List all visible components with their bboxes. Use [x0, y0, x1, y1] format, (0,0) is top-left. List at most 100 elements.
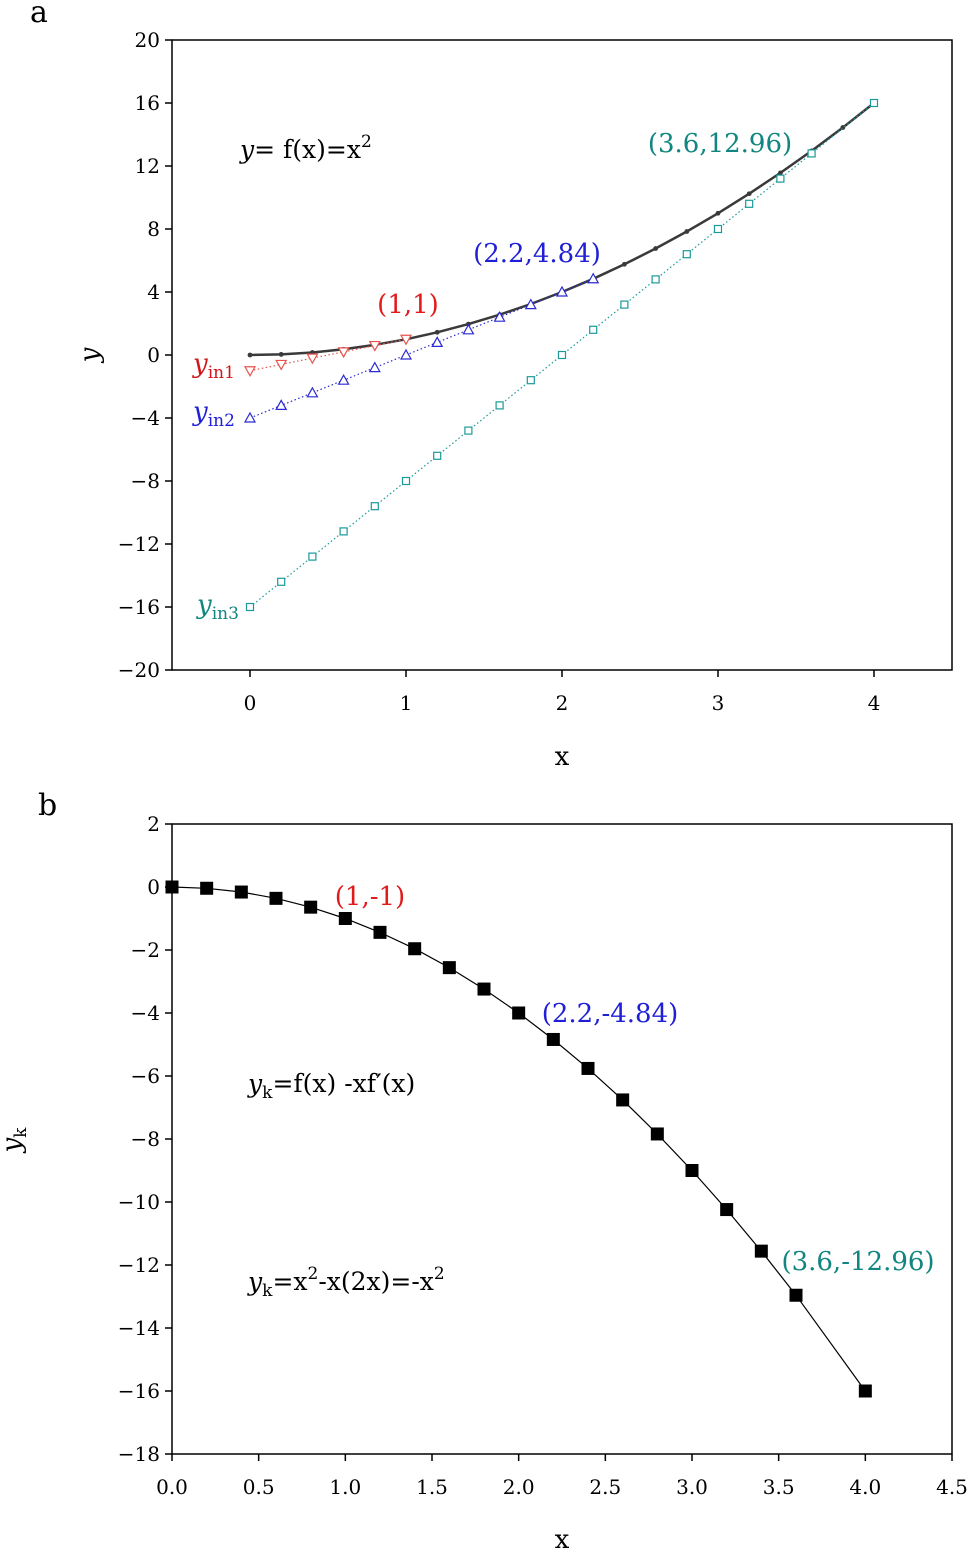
y-tick-label: −12: [118, 1253, 160, 1277]
point-yin1: [337, 347, 350, 359]
y-tick-label: 0: [147, 875, 160, 899]
annotation-2-2-4-84: (2.2,4.84): [473, 239, 601, 269]
point-yk: [200, 881, 214, 895]
point-yin2: [306, 386, 319, 398]
point-yk: [581, 1061, 595, 1075]
x-tick-label: 4.5: [936, 1475, 968, 1499]
series-yin3: [245, 98, 879, 612]
annotation-1-neg1: (1,-1): [335, 882, 405, 912]
panel-b-plot-area: [165, 880, 872, 1398]
panel-a-x-title: x: [555, 742, 570, 772]
y-tick-label: −8: [131, 469, 160, 493]
point-yin2: [275, 399, 288, 410]
point-yin3: [713, 224, 723, 234]
point-yin2: [368, 361, 381, 373]
series-line-yin3: [249, 102, 875, 608]
x-tick-label: 0.0: [156, 1475, 188, 1499]
point-yin3: [807, 149, 816, 158]
panel-a-letter: a: [30, 0, 48, 30]
eq-sup: 2: [361, 132, 372, 152]
eq-y: y: [239, 135, 255, 164]
panel-a-x-axis: 0 1 2 3 4: [244, 670, 881, 715]
point-yin3: [401, 476, 411, 486]
x-tick-label: 1.0: [329, 1475, 361, 1499]
point-f: [622, 261, 627, 267]
panel-b-x-title: x: [555, 1525, 570, 1555]
point-yin2: [587, 272, 600, 284]
point-yin1: [368, 340, 381, 352]
point-yin2: [431, 336, 444, 347]
point-yk: [720, 1203, 734, 1217]
y-tick-label: 2: [147, 812, 160, 836]
point-yin1: [306, 353, 319, 365]
point-yin1: [275, 359, 288, 371]
y-tick-label: −18: [118, 1442, 160, 1466]
point-yk: [442, 961, 456, 975]
point-yin2: [337, 373, 350, 385]
y-tick-label: 4: [147, 280, 160, 304]
x-tick-label: 2: [556, 691, 569, 715]
point-yk: [685, 1164, 699, 1177]
y-tick-label: 12: [135, 154, 160, 178]
point-yin3: [745, 199, 754, 208]
point-yin3: [277, 577, 286, 586]
point-yin3: [433, 451, 442, 460]
y-tick-label: −20: [118, 658, 160, 682]
series-yin2: [243, 272, 600, 423]
y-tick-label: 0: [147, 343, 160, 367]
y-tick-label: −2: [131, 938, 160, 962]
point-yin3: [495, 401, 504, 410]
series-line-yk: [171, 886, 866, 1392]
label-yin3: yin3: [196, 590, 239, 624]
panel-b-x-axis: 0.0 0.5 1.0 1.5 2.0 2.5 3.0 3.5 4.0 4.5: [156, 1454, 968, 1499]
annotation-3-6-12-96: (3.6,12.96): [648, 129, 792, 159]
panel-b: b −18 −16 −14 −12 −10 −8 −6 −4 −2 0 2 0.0 0.5 1.0 1.5…: [0, 788, 968, 1555]
point-yk: [373, 925, 387, 939]
point-yk: [616, 1093, 630, 1107]
point-f: [653, 246, 658, 251]
point-yk: [338, 912, 352, 925]
panel-b-equation-2: yk=x2-x(2x)=-x2: [247, 1264, 445, 1301]
x-tick-label: 0: [244, 691, 257, 715]
x-tick-label: 4: [868, 691, 881, 715]
y-tick-label: −8: [131, 1127, 160, 1151]
point-yin3: [526, 376, 535, 385]
panel-a-y-title: y: [75, 347, 105, 363]
point-f: [434, 329, 440, 335]
point-yin3: [776, 174, 785, 183]
x-tick-label: 1: [400, 691, 413, 715]
x-tick-label: 2.0: [503, 1475, 535, 1499]
x-tick-label: 1.5: [416, 1475, 448, 1499]
point-yin1: [243, 366, 257, 377]
annotation-3-6-neg12-96: (3.6,-12.96): [781, 1247, 934, 1277]
point-yk: [165, 880, 179, 894]
point-yin2: [493, 310, 506, 322]
point-yk: [304, 900, 318, 914]
y-tick-label: −16: [118, 595, 160, 619]
point-yin3: [869, 98, 879, 108]
label-yin1: yin1: [192, 349, 235, 383]
y-tick-label: −6: [131, 1064, 160, 1088]
panel-a-plot-area: [243, 98, 879, 612]
eq-body: = f(x)=x: [254, 135, 361, 164]
point-yin3: [682, 250, 691, 259]
point-f: [715, 210, 721, 216]
x-tick-label: 3: [712, 691, 725, 715]
series-line-yin1: [249, 338, 407, 372]
panel-a-equation: y= f(x)=x2: [239, 132, 372, 164]
x-tick-label: 3.0: [676, 1475, 708, 1499]
y-tick-label: −4: [131, 1001, 160, 1025]
point-yin3: [557, 350, 567, 360]
point-yin2: [399, 348, 413, 360]
panel-b-equation-1: yk=f(x) -xf′(x): [247, 1069, 415, 1103]
point-yk: [512, 1006, 526, 1020]
point-yk: [858, 1384, 872, 1398]
y-tick-label: −16: [118, 1379, 160, 1403]
point-f: [746, 191, 752, 197]
point-f: [684, 229, 690, 234]
point-yk: [546, 1032, 560, 1046]
point-yin3: [589, 325, 598, 334]
annotation-1-1: (1,1): [377, 290, 439, 320]
panel-b-letter: b: [38, 788, 57, 823]
